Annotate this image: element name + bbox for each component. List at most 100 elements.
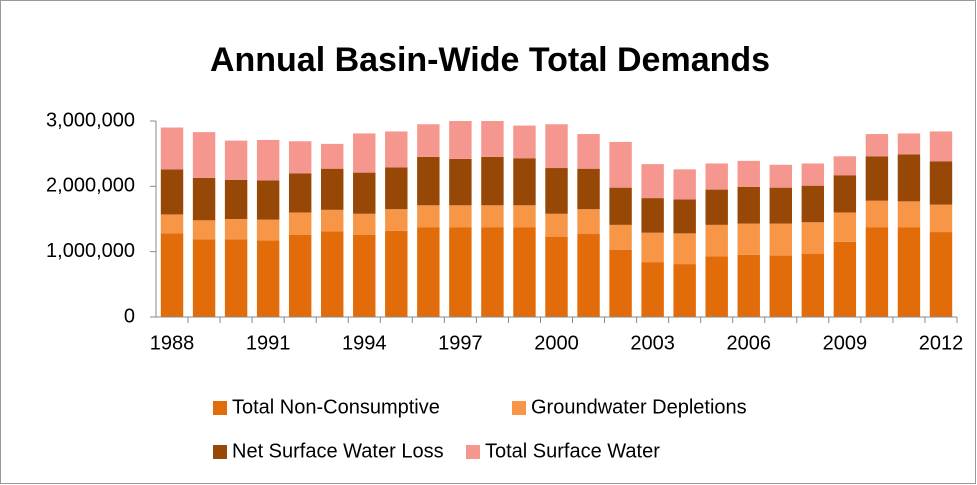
- bar-segment: [192, 220, 216, 240]
- bar-segment: [833, 212, 857, 242]
- bar-segment: [545, 168, 568, 214]
- bar-segment: [737, 223, 760, 255]
- bar-segment: [801, 222, 825, 254]
- bar-segment: [192, 239, 216, 317]
- bar-segment: [865, 134, 889, 157]
- bar-segment: [288, 234, 312, 317]
- bar-segment: [288, 212, 312, 235]
- bar-segment: [385, 230, 408, 317]
- bar-segment: [513, 227, 536, 317]
- bar-segment: [769, 164, 792, 188]
- bar-segment: [577, 209, 600, 235]
- bar-segment: [737, 254, 760, 317]
- bar-segment: [609, 141, 632, 188]
- bar-segment: [417, 156, 440, 206]
- bar-segment: [737, 160, 760, 187]
- bar-segment: [673, 169, 696, 200]
- bar-segment: [449, 227, 472, 317]
- bar-segment: [353, 172, 376, 214]
- bar-segment: [833, 241, 857, 317]
- bar-segment: [769, 187, 792, 224]
- bar-segment: [513, 125, 536, 159]
- legend-swatch: [213, 445, 227, 459]
- bar-segment: [865, 200, 889, 228]
- bar-segment: [545, 213, 568, 237]
- bar-segment: [801, 163, 825, 186]
- bar-segment: [417, 124, 440, 157]
- bar-segment: [256, 219, 280, 241]
- legend-swatch: [213, 401, 227, 415]
- bar-segment: [256, 240, 280, 317]
- bar-segment: [353, 234, 376, 317]
- bar-segment: [288, 141, 312, 174]
- bar-segment: [545, 124, 568, 169]
- x-tick-label: 2006: [726, 332, 771, 354]
- bar-segment: [609, 249, 632, 317]
- bar-segment: [224, 219, 248, 240]
- bar-segment: [417, 205, 440, 228]
- bar-segment: [705, 224, 728, 257]
- y-tick-label: 3,000,000: [46, 109, 135, 131]
- bar-segment: [705, 189, 728, 225]
- legend-label: Net Surface Water Loss: [232, 440, 444, 462]
- bar-segment: [385, 167, 408, 210]
- bar-segment: [769, 223, 792, 256]
- bar-segment: [481, 156, 504, 206]
- bar-segment: [224, 239, 248, 317]
- bar-segment: [865, 156, 889, 201]
- bar-segment: [673, 233, 696, 265]
- bar-segment: [705, 163, 728, 190]
- x-tick-label: 2012: [919, 332, 964, 354]
- bar-segment: [929, 204, 953, 233]
- bar-segment: [321, 143, 344, 169]
- x-tick-label: 2009: [823, 332, 868, 354]
- bar-segment: [609, 224, 632, 250]
- bar-segment: [673, 199, 696, 234]
- bar-segment: [160, 169, 184, 215]
- bar-segment: [353, 133, 376, 173]
- bar-segment: [833, 156, 857, 176]
- bar-segment: [897, 201, 921, 228]
- bar-segment: [321, 209, 344, 232]
- bar-segment: [256, 180, 280, 220]
- y-tick-label: 2,000,000: [46, 175, 135, 197]
- bar-segment: [288, 173, 312, 213]
- bar-segment: [481, 227, 504, 317]
- chart-title: Annual Basin-Wide Total Demands: [210, 41, 770, 79]
- y-tick-label: 0: [124, 305, 135, 327]
- bar-segment: [160, 127, 184, 170]
- x-tick-label: 1994: [342, 332, 387, 354]
- bar-segment: [929, 232, 953, 317]
- bar-segment: [449, 205, 472, 228]
- bar-segment: [641, 164, 664, 199]
- x-tick-label: 1988: [150, 332, 195, 354]
- bar-segment: [897, 133, 921, 155]
- bar-segment: [224, 179, 248, 219]
- bar-segment: [801, 185, 825, 223]
- legend-label: Total Non-Consumptive: [232, 396, 440, 418]
- bar-segment: [577, 234, 600, 317]
- bar-segment: [609, 187, 632, 225]
- bar-segment: [192, 177, 216, 221]
- bar-segment: [865, 227, 889, 317]
- bar-segment: [385, 131, 408, 168]
- bar-segment: [929, 131, 953, 162]
- bar-segment: [321, 168, 344, 210]
- y-tick-label: 1,000,000: [46, 240, 135, 262]
- bar-segment: [160, 214, 184, 234]
- bar-segment: [513, 205, 536, 228]
- bar-segment: [705, 256, 728, 317]
- bar-segment: [737, 186, 760, 224]
- bar-segment: [417, 227, 440, 317]
- bar-segment: [160, 233, 184, 317]
- bar-segment: [673, 264, 696, 317]
- bar-segment: [641, 198, 664, 233]
- bar-segment: [481, 121, 504, 157]
- bar-segment: [577, 134, 600, 169]
- bar-segment: [224, 140, 248, 180]
- bar-segment: [897, 227, 921, 317]
- x-tick-label: 2000: [534, 332, 579, 354]
- bar-segment: [385, 209, 408, 231]
- x-tick-label: 2003: [630, 332, 675, 354]
